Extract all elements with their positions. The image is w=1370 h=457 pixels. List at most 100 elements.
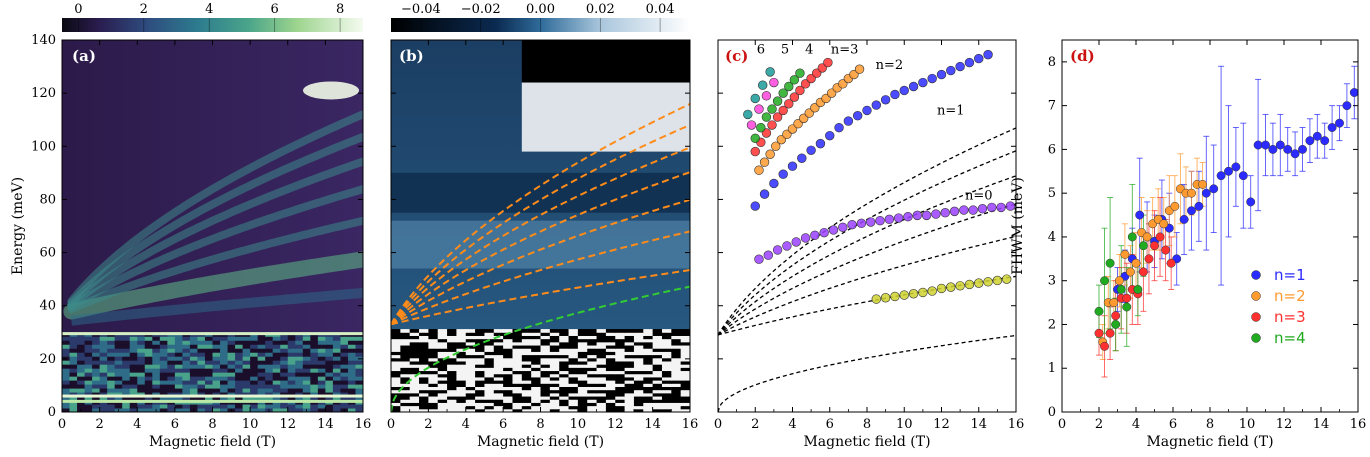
heat-cell (295, 380, 304, 385)
data-point (761, 112, 772, 122)
heat-cell (484, 408, 495, 412)
heat-cell (419, 370, 429, 375)
heat-cell (302, 376, 311, 381)
data-point (797, 153, 807, 163)
data-point (1275, 140, 1285, 150)
x-tick-label: 0 (58, 417, 66, 432)
heat-cell (84, 384, 93, 389)
heat-cell (144, 408, 153, 412)
fit-curve (718, 127, 1016, 336)
heat-cell (347, 380, 356, 385)
heat-cell (310, 368, 319, 373)
heat-cell (447, 392, 457, 397)
heat-cell (428, 341, 439, 346)
data-point (968, 205, 978, 215)
data-point (1268, 144, 1278, 154)
heat-cell (456, 360, 467, 365)
heat-cell (540, 351, 551, 356)
heat-cell (521, 380, 532, 384)
heat-cell (419, 402, 429, 407)
heat-cell (137, 408, 146, 412)
heat-cell (512, 399, 523, 403)
heat-cell (409, 338, 420, 343)
heat-cell (633, 357, 644, 362)
x-tick-label: 10 (1239, 417, 1256, 432)
heat-cell (227, 388, 236, 393)
x-axis-label: Magnetic field (T) (149, 434, 276, 450)
heat-cell (400, 399, 411, 403)
heat-cell (671, 386, 682, 391)
heat-cell (540, 392, 551, 397)
data-point (884, 214, 895, 225)
heat-cell (167, 372, 176, 377)
heat-cell (92, 368, 101, 373)
heat-cell (197, 392, 206, 397)
heat-cell (643, 408, 654, 412)
data-point (789, 75, 800, 85)
heat-cell (340, 396, 349, 401)
heat-cell (680, 364, 690, 368)
heat-cell (456, 341, 467, 346)
heat-cell (92, 372, 101, 377)
heat-cell (174, 376, 183, 381)
heat-cell (605, 396, 616, 400)
heat-cell (137, 368, 146, 373)
heat-cell (317, 352, 326, 357)
heat-cell (559, 332, 570, 336)
y-tick-label: 80 (39, 192, 56, 207)
heat-cell (428, 332, 439, 336)
heat-cell (568, 335, 579, 340)
data-point (862, 105, 872, 116)
x-tick-label: 8 (863, 417, 871, 432)
heat-cell (189, 344, 198, 349)
data-point (791, 237, 801, 247)
heat-cell (325, 376, 334, 381)
heat-cell (633, 351, 644, 356)
heat-cell (643, 348, 654, 352)
heat-cell (540, 335, 551, 340)
heat-cell (197, 348, 206, 353)
heat-cell (559, 351, 570, 356)
heat-cell (152, 380, 161, 385)
heat-cell (615, 376, 626, 381)
heat-cell (69, 340, 78, 345)
heat-band (70, 288, 363, 326)
heat-cell (84, 396, 93, 401)
heat-cell (400, 373, 411, 378)
heat-cell (643, 380, 654, 384)
heat-cell (503, 354, 513, 359)
heat-cell (310, 356, 319, 361)
heat-cell (503, 345, 513, 349)
heat-dark-region (521, 40, 690, 83)
heat-cell (355, 352, 363, 357)
heat-cell (447, 341, 457, 346)
heat-cell (400, 329, 411, 333)
heat-cell (325, 392, 334, 397)
heat-cell (624, 360, 635, 365)
heat-cell (484, 386, 495, 391)
colorbar-tick-label: 0 (74, 2, 82, 17)
heat-cell (643, 405, 654, 410)
heat-cell (250, 388, 259, 393)
data-point (754, 104, 764, 114)
heat-cell (137, 384, 146, 389)
heat-cell (596, 392, 607, 397)
heat-cell (447, 380, 457, 384)
data-point (772, 245, 783, 255)
heat-cell (77, 336, 86, 341)
heat-cell (235, 372, 244, 377)
heat-cell (235, 336, 244, 341)
heat-cell (549, 345, 560, 349)
heat-cell (671, 338, 682, 343)
heat-cell (325, 380, 334, 385)
heat-cell (409, 360, 420, 365)
heat-cell (391, 370, 401, 375)
heat-cell (287, 356, 296, 361)
data-point (1170, 201, 1180, 211)
heat-cell (355, 348, 363, 353)
heat-cell (265, 360, 274, 365)
heat-cell (137, 348, 146, 353)
heat-cell (671, 367, 682, 372)
heat-cell (615, 338, 626, 343)
heat-cell (295, 408, 304, 412)
